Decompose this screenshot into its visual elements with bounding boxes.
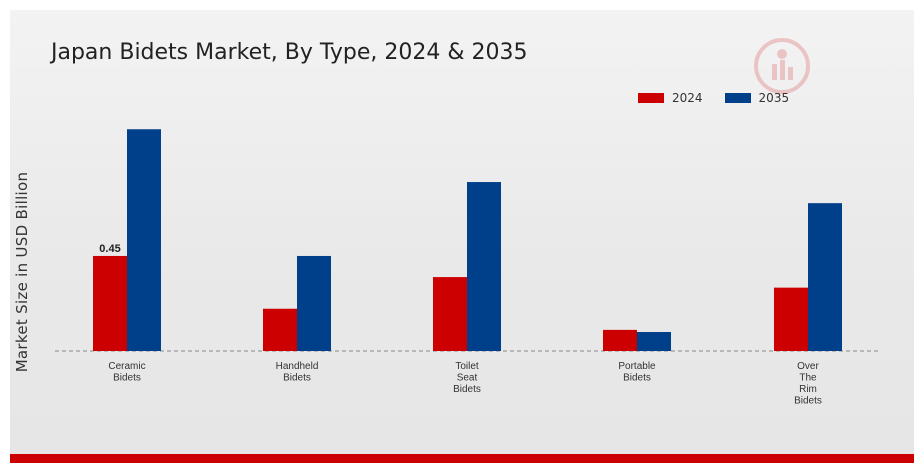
- x-tick-label-line: Over: [797, 361, 819, 372]
- bar-2035-1: [297, 255, 331, 351]
- bar-2024-0: [93, 255, 127, 351]
- x-tick-label-line: Bidets: [453, 384, 481, 395]
- x-tick-label-line: Rim: [799, 384, 817, 395]
- x-tick-label-0: Ceramic Bidets: [108, 361, 145, 384]
- x-tick-label-line: Bidets: [623, 373, 651, 384]
- x-tick-label-4: Over The Rim Bidets: [794, 361, 822, 407]
- legend-swatch-2024: [638, 93, 664, 103]
- legend-label-2035: 2035: [758, 91, 790, 105]
- watermark-logo-icon: [754, 38, 810, 94]
- x-tick-label-line: Seat: [457, 373, 478, 384]
- x-tick-label-1: Handheld Bidets: [276, 361, 319, 384]
- legend-item-2024: 2024: [638, 91, 703, 105]
- bar-2024-3: [603, 329, 637, 351]
- accent-bar: [10, 454, 914, 463]
- bar-2024-1: [263, 308, 297, 351]
- bar-2035-0: [127, 129, 161, 351]
- x-tick-label-3: Portable Bidets: [618, 361, 656, 384]
- legend-label-2024: 2024: [672, 91, 703, 105]
- x-tick-label-line: Bidets: [283, 373, 311, 384]
- bar-2024-4: [774, 287, 808, 351]
- bar-2035-2: [467, 182, 501, 351]
- x-tick-label-line: Bidets: [113, 373, 141, 384]
- x-tick-label-line: Portable: [618, 361, 656, 372]
- bar-2035-4: [808, 203, 842, 351]
- x-tick-label-line: Handheld: [276, 361, 319, 372]
- legend: 2024 2035: [638, 91, 811, 105]
- bar-2024-2: [433, 277, 467, 351]
- x-tick-label-2: Toilet Seat Bidets: [453, 361, 481, 395]
- x-tick-label-line: Ceramic: [108, 361, 145, 372]
- x-tick-label-line: The: [799, 373, 817, 384]
- x-tick-label-line: Toilet: [455, 361, 479, 372]
- legend-swatch-2035: [724, 93, 751, 103]
- data-label: 0.45: [99, 243, 120, 255]
- legend-item-2035: 2035: [724, 91, 790, 105]
- bar-2035-3: [637, 331, 671, 351]
- chart-title: Japan Bidets Market, By Type, 2024 & 203…: [51, 40, 528, 65]
- x-tick-label-line: Bidets: [794, 396, 822, 407]
